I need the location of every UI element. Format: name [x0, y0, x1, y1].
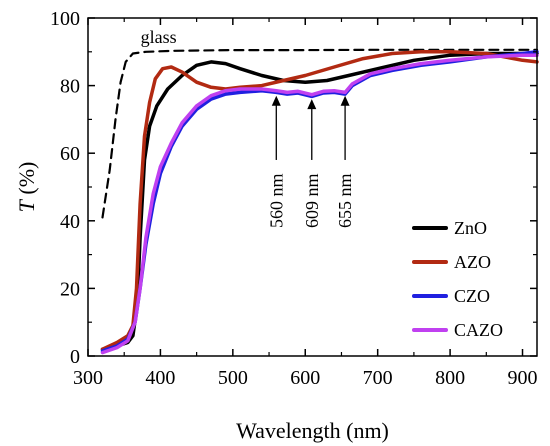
legend-label-zno: ZnO: [454, 218, 487, 238]
x-tick-label: 500: [218, 367, 248, 389]
y-tick-label: 40: [60, 211, 80, 233]
annotation-label: 655 nm: [335, 173, 355, 228]
x-tick-label: 300: [73, 367, 103, 389]
tick-layer: 300 400 500 600 700 800 900 0 20 40 60 80 100: [50, 8, 538, 389]
y-axis-title-unit: (%): [14, 162, 39, 200]
annotation-label: 609 nm: [302, 173, 322, 228]
series-line-azo: [100, 50, 539, 351]
y-tick-label: 80: [60, 76, 80, 98]
series-line-cazo: [100, 53, 539, 355]
x-tick-label: 900: [508, 367, 538, 389]
x-tick-label: 700: [363, 367, 393, 389]
legend-label-czo: CZO: [454, 286, 490, 306]
x-tick-label: 600: [290, 367, 320, 389]
y-tick-label: 0: [70, 346, 80, 368]
plot-layer: [100, 48, 539, 355]
annotation-arrow-head: [307, 99, 317, 110]
x-tick-label: 800: [435, 367, 465, 389]
annotation-arrow-head: [271, 95, 281, 106]
series-line-glass: [101, 48, 539, 219]
legend-label-cazo: CAZO: [454, 320, 503, 340]
x-axis-title: Wavelength (nm): [236, 418, 389, 443]
y-tick-label: 60: [60, 143, 80, 165]
y-tick-label: 100: [50, 8, 80, 30]
annotation-label: 560 nm: [266, 173, 286, 228]
legend: ZnO AZO CZO CAZO: [412, 218, 503, 340]
annotation-label: glass: [141, 27, 177, 47]
annotation-layer: glass 560 nm 609 nm 655 nm: [141, 27, 356, 228]
y-axis-title: T (%): [14, 162, 39, 213]
annotation-arrow-head: [340, 95, 350, 106]
x-tick-label: 400: [145, 367, 175, 389]
y-axis-title-symbol: T: [14, 198, 39, 212]
y-tick-label: 20: [60, 278, 80, 300]
legend-label-azo: AZO: [454, 252, 491, 272]
